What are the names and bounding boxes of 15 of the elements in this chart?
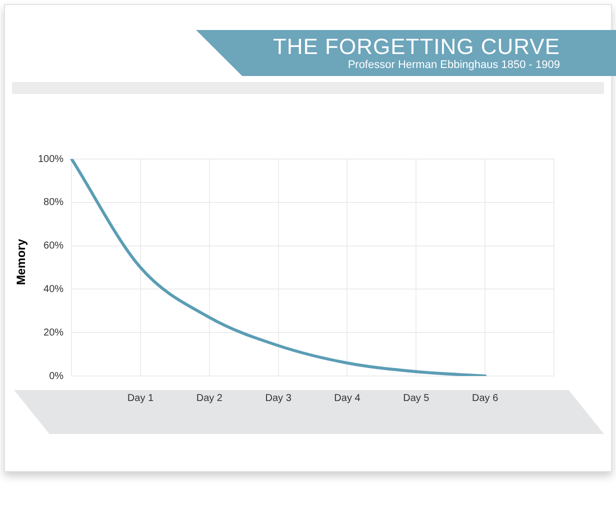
x-tick-label: Day 6 [472, 392, 499, 404]
y-tick-label: 80% [44, 197, 64, 208]
chart-title: THE FORGETTING CURVE [272, 34, 560, 60]
x-tick-label: Day 3 [265, 392, 292, 404]
y-tick-label: 0% [49, 370, 64, 382]
x-tick-label: Day 1 [127, 392, 154, 404]
x-tick-label: Day 4 [334, 392, 361, 404]
x-tick-label: Day 2 [196, 392, 223, 404]
y-tick-label: 40% [44, 284, 64, 295]
y-tick-label: 100% [38, 154, 64, 165]
y-tick-label: 20% [44, 327, 64, 338]
x-tick-label: Day 5 [403, 392, 430, 404]
y-tick-label: 60% [44, 240, 64, 252]
y-axis-title: Memory [14, 238, 28, 286]
chart-subtitle: Professor Herman Ebbinghaus 1850 - 1909 [348, 59, 560, 71]
